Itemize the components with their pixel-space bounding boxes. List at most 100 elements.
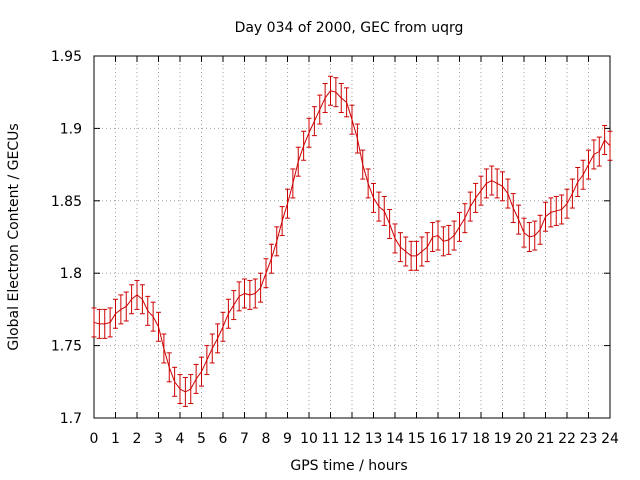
error-bar [161,333,167,364]
error-bar [483,168,489,199]
error-bar [123,291,129,322]
error-bar [435,220,441,251]
error-bar [521,217,527,248]
error-bar [129,284,135,315]
error-bar [360,149,366,180]
error-bar [139,284,145,315]
error-bar [387,208,393,239]
error-bar [489,165,495,196]
x-tick-label: 23 [580,431,598,447]
error-bar [397,232,403,263]
error-bar [516,204,522,235]
error-bar [317,94,323,125]
error-bar [564,188,570,219]
error-bar [371,182,376,213]
x-tick-label: 18 [472,431,490,447]
error-bar [543,201,548,232]
x-tick-label: 14 [386,431,404,447]
error-bar [424,232,430,263]
error-bar [231,290,237,321]
error-bar [156,311,161,342]
error-bar [414,240,419,271]
error-bar [575,166,581,197]
x-tick-label: 19 [494,431,512,447]
x-tick-label: 7 [240,431,249,447]
error-bar [607,130,613,161]
x-tick-label: 5 [197,431,206,447]
error-bar [532,220,538,251]
error-bar [526,222,532,252]
error-bar [344,87,350,118]
x-tick-label: 10 [300,431,318,447]
error-bar [569,178,575,209]
x-tick-label: 16 [429,431,447,447]
x-tick-label: 15 [408,431,426,447]
error-bar [290,168,296,199]
x-tick-label: 20 [515,431,533,447]
error-bar [301,130,307,161]
error-bar [209,333,215,364]
error-bar [586,149,591,180]
error-bar [392,223,398,254]
error-bar [510,193,516,224]
error-bar [596,136,602,167]
error-bar [376,191,382,222]
error-bar [150,301,156,332]
error-bar [548,197,554,228]
axis-ticks: 0 1 2 3 4 5 6 7 8 9 10 11 12 13 14 15 16 17 18 19 20 21 22 23 24… [51,49,619,447]
y-tick-label: 1.75 [51,339,82,355]
error-bar [602,125,608,155]
error-bar [403,236,409,267]
error-bar [220,311,226,342]
error-bar [247,279,253,310]
error-bar [258,272,264,303]
error-bar [263,258,269,289]
error-bar [279,206,285,237]
series-gec [91,75,613,407]
error-bar [451,220,457,251]
error-bar [91,307,97,338]
error-bar [446,224,452,255]
x-tick-label: 0 [90,431,99,447]
error-bar [215,323,221,354]
error-bar [274,226,280,257]
x-tick-label: 11 [322,431,340,447]
error-bar [473,182,479,213]
error-bar [408,240,414,271]
error-bar [430,222,436,252]
error-bar [188,374,194,405]
x-tick-label: 6 [219,431,228,447]
series-line [93,90,611,393]
error-bar [295,146,301,177]
error-bar [440,226,446,257]
error-bar [204,345,210,376]
error-bar [113,298,118,329]
y-tick-label: 1.95 [51,49,82,65]
error-bar [381,195,387,226]
x-tick-label: 8 [262,431,271,447]
x-tick-label: 1 [111,431,120,447]
error-bar [107,307,113,338]
error-bar [328,75,333,106]
x-tick-label: 24 [601,431,619,447]
error-bar [225,298,231,329]
x-tick-label: 21 [537,431,555,447]
error-bar [285,188,290,219]
y-tick-label: 1.9 [60,121,82,137]
y-axis-label: Global Electron Content / GECUs [6,123,22,350]
error-bar [193,363,199,394]
x-tick-label: 2 [133,431,142,447]
error-bar [96,308,102,339]
error-bar [268,243,274,274]
error-bar [494,168,500,199]
x-tick-label: 3 [154,431,163,447]
error-bar [537,214,543,245]
x-axis-label: GPS time / hours [290,458,407,474]
error-bar [306,117,312,148]
x-tick-label: 4 [176,431,185,447]
error-bar [462,203,468,234]
error-bar [134,279,140,310]
y-tick-label: 1.8 [60,266,82,282]
error-bar [419,236,425,267]
